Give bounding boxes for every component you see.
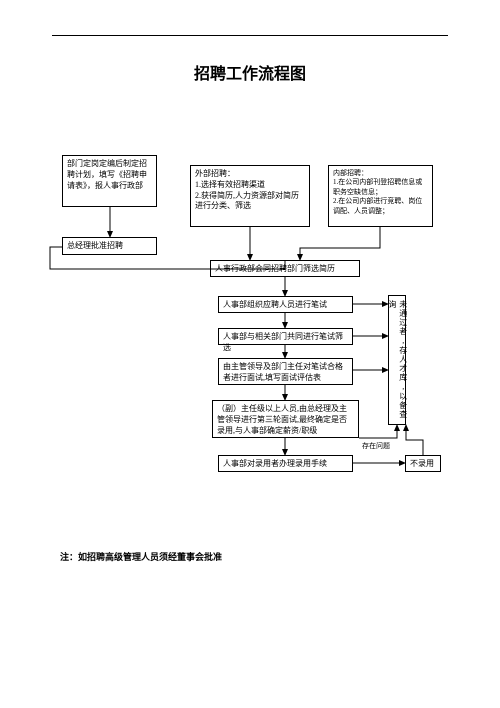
node-external-recruit: 外部招聘：1.选择有效招聘渠道2.获得简历,人力资源部对简历进行分类、筛选 [190,165,310,227]
node-interview: 由主管领导及部门主任对笔试合格者进行面试,填写面试评估表 [218,358,353,385]
page-top-rule [52,35,448,36]
node-reject: 不录用 [405,455,441,472]
node-talent-pool: 未通过者,存人才库,以备查询 [388,295,406,425]
node-final-round: （副）主任级以上人员,由总经理及主管领导进行第三轮面试,最终确定是否录用,与人事… [212,400,359,438]
node-dept-plan: 部门定岗定编后制定招聘计划，填写《招聘申请表》，报人事行政部 [62,155,157,207]
node-screen-resume: 人事行政部会同招聘部门筛选简历 [210,260,360,277]
label-problem: 存在问题 [362,441,390,451]
node-internal-recruit: 内部招聘：1.在公司内部刊登招聘信息或职务空缺信息；2.在公司内部进行竞聘、岗位… [328,165,433,227]
node-written-screen: 人事部与相关部门共同进行笔试筛选 [218,328,353,345]
connector-layer [0,0,500,708]
node-written-test: 人事部组织应聘人员进行笔试 [218,296,353,313]
node-onboard: 人事部对录用者办理录用手续 [218,455,353,472]
page-title: 招聘工作流程图 [0,60,500,84]
node-gm-approve: 总经理批准招聘 [62,237,157,255]
footnote: 注：如招聘高级管理人员须经董事会批准 [60,550,222,563]
